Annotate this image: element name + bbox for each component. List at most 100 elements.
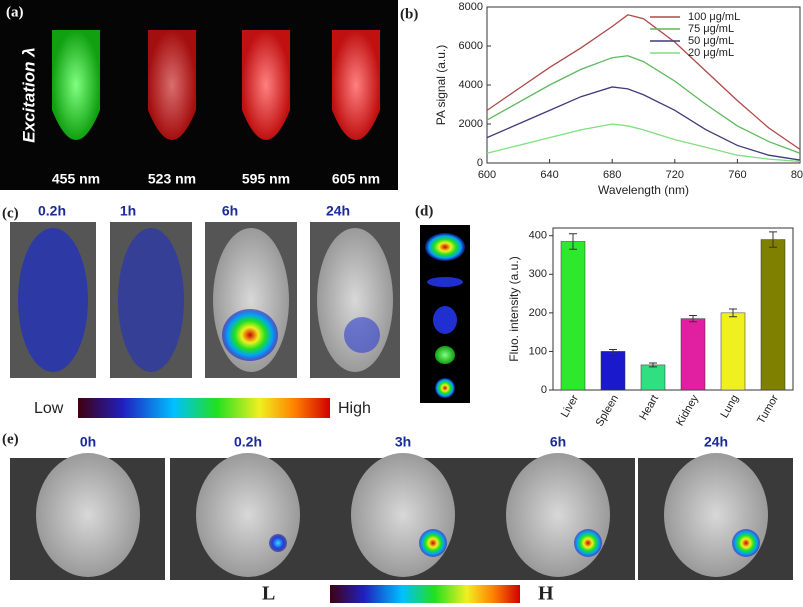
x-tick-label: Liver: [559, 393, 581, 420]
bar: [760, 239, 786, 391]
x-tick-label: Tumor: [755, 393, 781, 426]
error-bar: [569, 233, 577, 250]
series-line: [486, 123, 801, 163]
panel-label: (c): [2, 205, 19, 221]
time-label: 24h: [326, 203, 350, 219]
tubes: [52, 30, 380, 140]
y-axis-label: Fluo. intensity (a.u.): [507, 256, 521, 361]
wavelength-label: 523 nm: [148, 171, 196, 187]
organ: [435, 346, 455, 364]
x-tick-label: 600: [478, 169, 496, 181]
colorbar: [330, 585, 520, 603]
error-bar: [769, 231, 777, 248]
mouse: [36, 453, 140, 577]
x-tick-label: Heart: [637, 393, 661, 422]
tube: [52, 30, 100, 140]
bar: [640, 364, 666, 391]
bar: [720, 312, 746, 391]
error-bar: [729, 308, 737, 318]
mouse: [664, 453, 768, 577]
wavelength-label: 595 nm: [242, 171, 290, 187]
plot-frame: [552, 227, 794, 391]
legend-label: 100 μg/mL: [688, 11, 740, 23]
panel-label: (a): [6, 4, 24, 20]
mouse: [196, 453, 300, 577]
time-label: 0h: [80, 434, 96, 450]
signal: [419, 529, 447, 557]
x-axis-label: Wavelength (nm): [598, 183, 689, 197]
organ: [435, 378, 455, 398]
time-label: 0.2h: [38, 203, 66, 219]
x-tick-label: Lung: [718, 393, 741, 420]
mouse: [506, 453, 610, 577]
signal: [344, 317, 380, 353]
panel-label: (e): [2, 431, 19, 447]
error-bar: [649, 362, 657, 368]
wavelength-label: 455 nm: [52, 171, 100, 187]
y-tick-label: 200: [529, 307, 547, 319]
panel-a: (a) Excitation λ: [0, 0, 398, 190]
signal: [118, 228, 184, 372]
y-tick-label: 300: [529, 268, 547, 280]
error-bar: [609, 349, 617, 354]
signal: [222, 309, 278, 361]
panel-label: (d): [415, 203, 433, 219]
legend-label: 50 μg/mL: [688, 35, 734, 47]
tube: [148, 30, 196, 140]
y-tick-label: 400: [529, 230, 547, 242]
bar: [600, 351, 626, 391]
error-bar: [689, 315, 697, 323]
organ: [425, 233, 465, 261]
y-tick-label: 8000: [459, 1, 483, 13]
bar: [680, 318, 706, 391]
series-line: [486, 14, 801, 150]
colorbar: [78, 398, 330, 418]
legend-label: 75 μg/mL: [688, 23, 734, 35]
signal: [574, 529, 602, 557]
y-tick-label: 2000: [459, 118, 483, 130]
wavelength-label: 605 nm: [332, 171, 380, 187]
mouse: [351, 453, 455, 577]
tube: [242, 30, 290, 140]
y-tick-label: 6000: [459, 40, 483, 52]
series-line: [486, 86, 801, 161]
panel-e: (e) L H: [2, 431, 554, 604]
signal: [269, 534, 287, 552]
y-tick-label: 4000: [459, 79, 483, 91]
panel-c: (c) Low High: [2, 205, 400, 418]
scale-low: Low: [34, 400, 64, 417]
x-tick-label: 720: [666, 169, 684, 181]
tube: [332, 30, 380, 140]
legend-label: 20 μg/mL: [688, 47, 734, 59]
scale-low: L: [262, 583, 275, 605]
x-tick-label: Kidney: [674, 393, 701, 429]
time-label: 1h: [120, 203, 136, 219]
excitation-label: Excitation λ: [19, 47, 38, 142]
signal: [18, 228, 88, 372]
signal: [732, 529, 760, 557]
panel-d: (d): [415, 203, 470, 403]
y-axis-label: PA signal (a.u.): [434, 45, 448, 125]
time-label: 24h: [704, 434, 728, 450]
time-label: 6h: [222, 203, 238, 219]
plot-frame: [486, 6, 801, 164]
x-tick-label: 680: [603, 169, 621, 181]
bar: [560, 241, 586, 391]
organ: [433, 306, 457, 334]
scale-high: High: [338, 400, 371, 417]
x-tick-label: 640: [540, 169, 558, 181]
y-tick-label: 0: [477, 157, 483, 169]
time-label: 6h: [550, 434, 566, 450]
series-line: [486, 55, 801, 154]
time-label: 3h: [395, 434, 411, 450]
x-tick-label: Spleen: [594, 393, 622, 429]
panel-label: (b): [400, 6, 418, 22]
y-tick-label: 100: [529, 345, 547, 357]
x-tick-label: 760: [728, 169, 746, 181]
x-tick-label: 800: [791, 169, 803, 181]
time-label: 0.2h: [234, 434, 262, 450]
organ: [427, 277, 463, 287]
y-tick-label: 0: [541, 384, 547, 396]
scale-high: H: [538, 583, 554, 605]
